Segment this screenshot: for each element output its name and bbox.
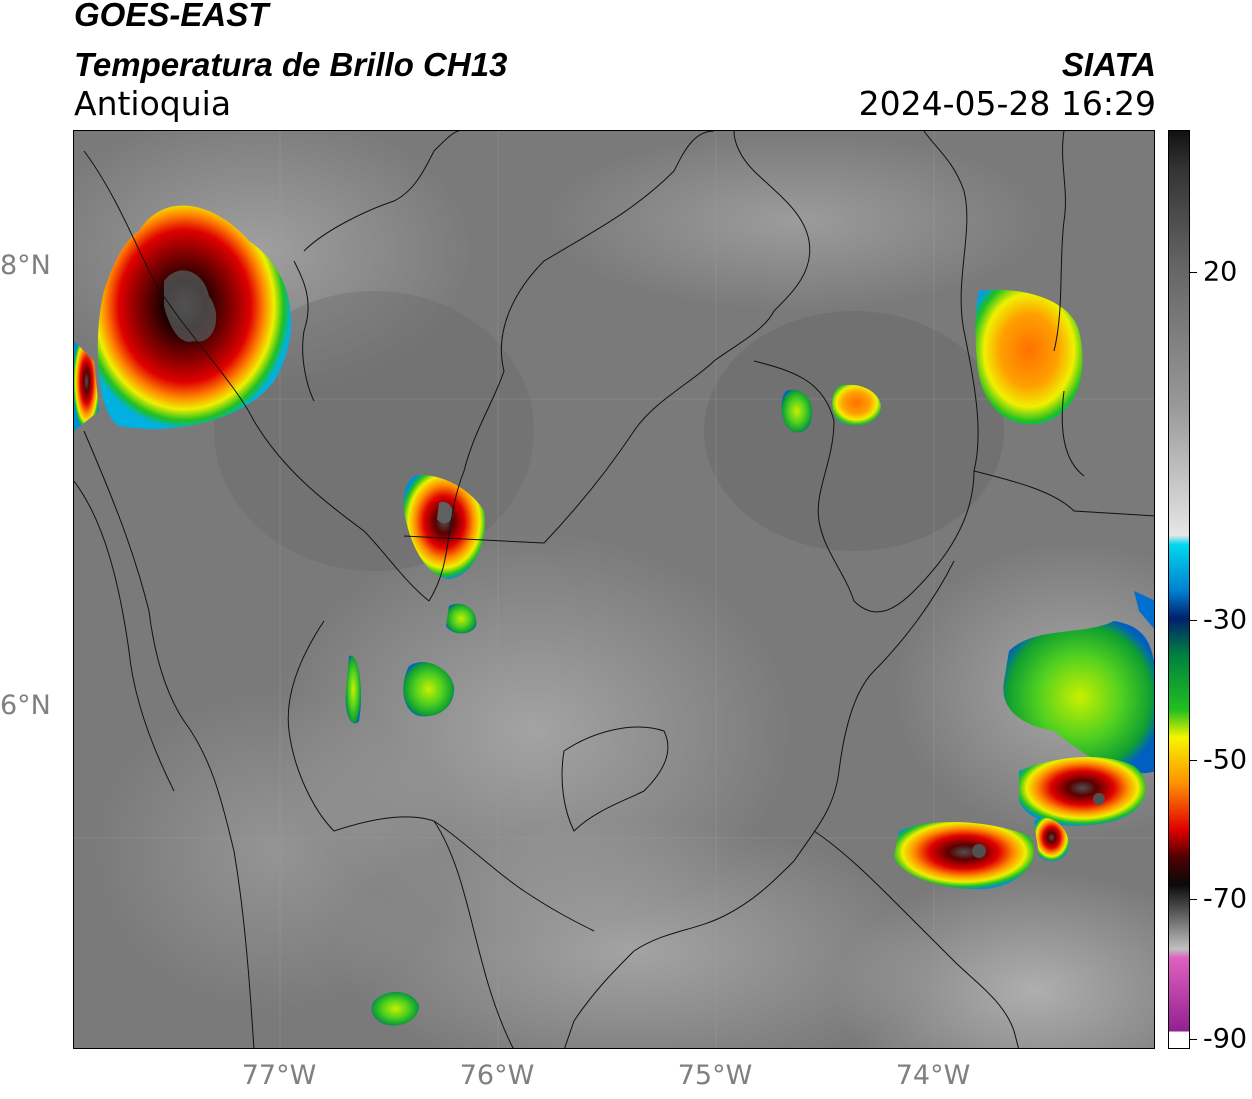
region-label: Antioquia — [74, 84, 232, 123]
storm-cells — [74, 205, 1154, 1026]
agency-label: SIATA — [1061, 46, 1156, 83]
lon-label-74w: 74°W — [895, 1060, 971, 1091]
datetime-label: 2024-05-28 16:29 — [858, 84, 1156, 123]
political-boundaries — [74, 131, 1154, 1048]
product-title: Temperatura de Brillo CH13 — [74, 46, 508, 83]
storm-cell-southeast — [894, 821, 1034, 890]
storm-cell-west — [403, 475, 485, 579]
lat-label-8n: 8°N — [0, 250, 51, 281]
satellite-map — [73, 130, 1155, 1049]
storm-cell-northeast — [975, 289, 1083, 425]
lon-label-77w: 77°W — [241, 1060, 317, 1091]
storm-cell-east-large — [1003, 621, 1154, 774]
satellite-title: GOES-EAST — [74, 0, 269, 33]
storm-cell-east — [1019, 756, 1146, 826]
lon-label-75w: 75°W — [677, 1060, 753, 1091]
colorbar — [1168, 130, 1190, 1049]
colorbar-label-20: 20 — [1203, 256, 1238, 288]
lon-label-76w: 76°W — [459, 1060, 535, 1091]
colorbar-label-minus90: -90 — [1203, 1023, 1248, 1055]
colorbar-label-minus30: -30 — [1203, 604, 1248, 636]
colorbar-label-minus70: -70 — [1203, 883, 1248, 915]
map-canvas — [74, 131, 1154, 1048]
storm-cell-central — [403, 662, 455, 717]
colorbar-label-minus50: -50 — [1203, 744, 1248, 776]
storm-cell-south — [371, 991, 419, 1026]
lat-label-6n: 6°N — [0, 690, 51, 721]
